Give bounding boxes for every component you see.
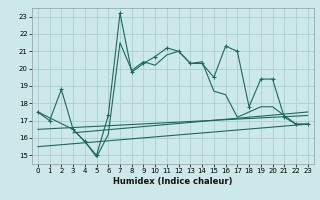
- X-axis label: Humidex (Indice chaleur): Humidex (Indice chaleur): [113, 177, 233, 186]
